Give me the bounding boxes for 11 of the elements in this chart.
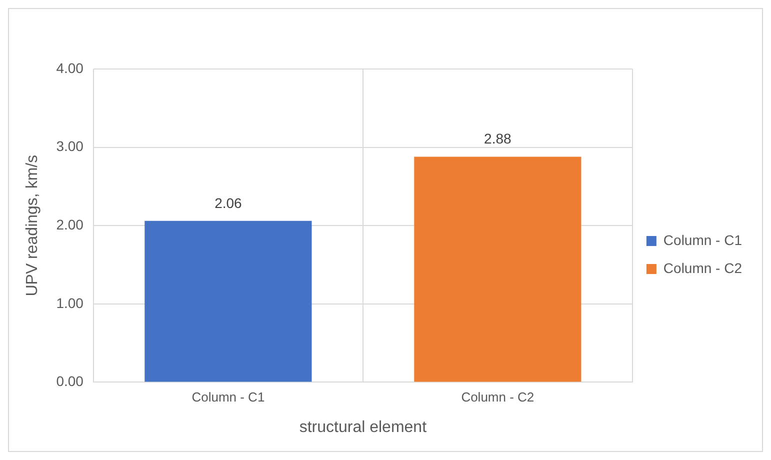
x-axis-title: structural element (299, 418, 428, 436)
data-label: 2.88 (484, 130, 512, 147)
y-tick-label: 4.00 (56, 60, 84, 76)
legend-label: Column - C1 (663, 232, 742, 248)
y-tick-label: 3.00 (56, 138, 84, 154)
y-tick-label: 0.00 (56, 373, 84, 390)
y-tick-label: 1.00 (56, 294, 84, 311)
y-tick-label: 2.00 (56, 216, 84, 232)
data-label: 2.06 (214, 194, 242, 211)
y-axis-title: UPV readings, km/s (24, 154, 42, 296)
legend-label: Column - C2 (663, 260, 742, 276)
